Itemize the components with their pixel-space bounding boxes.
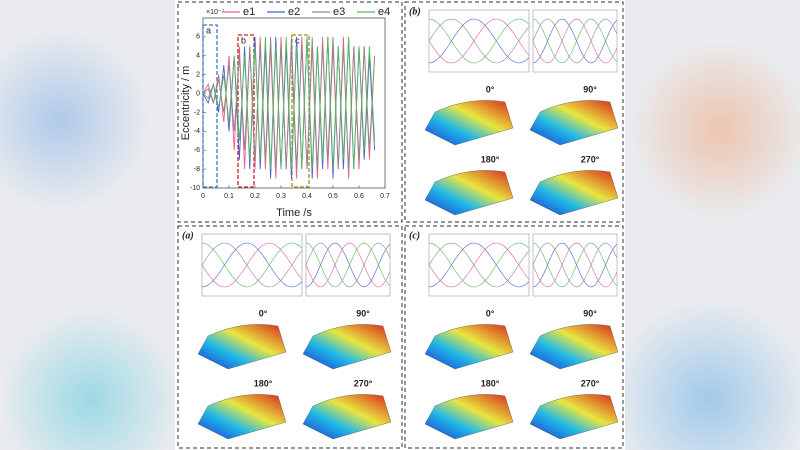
surface-plot — [529, 324, 619, 370]
angle-label: 180° — [481, 154, 500, 164]
y-tick-label: -2 — [194, 109, 200, 116]
surface-plot — [529, 394, 619, 440]
inset-curve — [201, 242, 303, 288]
x-tick-label: 0.4 — [302, 193, 312, 200]
y-tick-label: 0 — [196, 90, 200, 97]
surface-plot — [529, 170, 619, 216]
panel-label: (b) — [409, 6, 421, 17]
surface-plot — [302, 394, 392, 440]
angle-label: 270° — [354, 378, 373, 388]
inset-curve — [428, 18, 530, 64]
x-tick-label: 0.1 — [224, 193, 234, 200]
inset-curve — [532, 242, 618, 288]
inset-curve — [201, 242, 303, 288]
panel-border — [177, 225, 403, 449]
y-tick-label: -6 — [194, 147, 200, 154]
angle-label: 0° — [259, 308, 268, 318]
surface-plot — [302, 324, 392, 370]
inset-curve — [428, 18, 530, 64]
y-tick-label: 4 — [196, 53, 200, 60]
angle-label: 270° — [581, 154, 600, 164]
inset-curve — [305, 242, 391, 288]
x-tick-label: 0.6 — [354, 193, 364, 200]
inset-curve — [305, 242, 391, 288]
x-tick-label: 0.7 — [380, 193, 390, 200]
inset-curve — [532, 242, 618, 288]
surface-plot — [197, 324, 287, 370]
angle-label: 0° — [486, 84, 495, 94]
inset-curve — [428, 18, 530, 64]
inset-curve — [532, 18, 618, 64]
annotation: b — [241, 35, 246, 45]
angle-label: 180° — [481, 378, 500, 388]
figure — [175, 0, 625, 450]
x-tick-label: 0.3 — [276, 193, 286, 200]
inset-curve — [201, 242, 303, 288]
inset-curve — [532, 18, 618, 64]
inset-curve — [428, 242, 530, 288]
inset-curve — [305, 242, 391, 288]
panel-border — [404, 225, 624, 449]
annotation: c — [295, 35, 300, 45]
surface-plot — [424, 394, 514, 440]
inset-curve — [201, 242, 303, 288]
y-tick-label: 6 — [196, 34, 200, 41]
surface-plot — [424, 324, 514, 370]
surface-plot — [197, 394, 287, 440]
y-tick-label: -8 — [194, 166, 200, 173]
legend-label: e2 — [288, 6, 300, 18]
x-tick-label: 0 — [201, 193, 205, 200]
inset-curve — [428, 242, 530, 288]
legend-label: e4 — [378, 6, 390, 18]
inset-curve — [532, 18, 618, 64]
surface-plot — [424, 170, 514, 216]
y-axis-label: Eccentricity / m — [180, 66, 192, 141]
x-tick-label: 0.5 — [328, 193, 338, 200]
panel-label: (c) — [409, 230, 420, 241]
x-tick-label: 0.2 — [250, 193, 260, 200]
series-line — [202, 36, 376, 170]
angle-label: 0° — [486, 308, 495, 318]
inset-curve — [428, 18, 530, 64]
x-axis-label: Time /s — [276, 207, 312, 219]
annotation: a — [206, 25, 211, 35]
panel-label: (a) — [182, 230, 194, 241]
y-tick-label: 2 — [196, 72, 200, 79]
angle-label: 90° — [583, 84, 597, 94]
angle-label: 180° — [254, 378, 273, 388]
panel-border — [404, 1, 624, 223]
y-tick-label: -10 — [190, 185, 200, 192]
highlight-box — [202, 24, 218, 188]
inset-curve — [428, 242, 530, 288]
surface-plot — [529, 100, 619, 146]
angle-label: 90° — [356, 308, 370, 318]
inset-curve — [532, 242, 618, 288]
angle-label: 270° — [581, 378, 600, 388]
inset-curve — [532, 242, 618, 288]
angle-label: 90° — [583, 308, 597, 318]
legend-label: e3 — [333, 6, 345, 18]
inset-curve — [305, 242, 391, 288]
panel-border — [177, 1, 403, 223]
y-tick-label: -4 — [194, 128, 200, 135]
legend-label: e1 — [243, 6, 255, 18]
y-multiplier: ×10⁻⁷ — [206, 9, 225, 16]
inset-curve — [532, 18, 618, 64]
inset-curve — [428, 242, 530, 288]
surface-plot — [424, 100, 514, 146]
